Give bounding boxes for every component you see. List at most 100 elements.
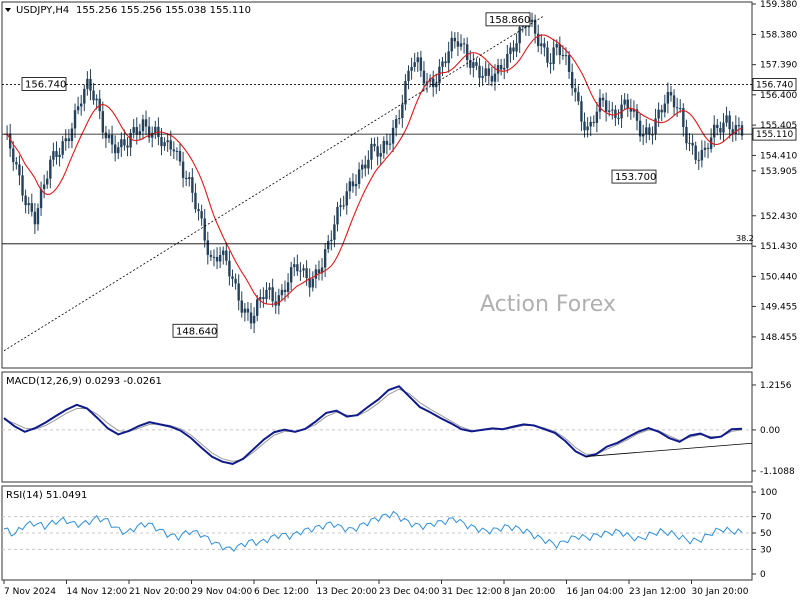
price-panel: USDJPY,H4 155.256 155.256 155.038 155.11…	[1, 0, 797, 369]
candle	[456, 32, 460, 57]
candle	[317, 260, 321, 281]
candle	[487, 63, 490, 86]
candle	[499, 58, 503, 76]
rsi-axis-tick: 100	[752, 488, 777, 498]
candle	[83, 84, 86, 112]
time-tick-label: 29 Nov 04:00	[192, 587, 253, 597]
price-tick-label: 149.455	[760, 302, 797, 312]
candle	[373, 137, 376, 152]
annotation-label: 158.860	[485, 12, 531, 27]
candle	[694, 141, 697, 165]
candle	[580, 95, 583, 132]
candle	[166, 133, 169, 152]
candle	[203, 208, 206, 248]
candle	[589, 116, 592, 136]
candle	[734, 115, 738, 141]
candle	[333, 215, 336, 248]
time-tick-label: 6 Dec 12:00	[254, 587, 309, 597]
candle	[64, 129, 67, 151]
price-axis-tick: 153.905	[752, 167, 797, 177]
candle	[61, 135, 64, 159]
candle	[360, 159, 364, 179]
candle	[462, 38, 466, 54]
dropdown-arrow-icon[interactable]	[5, 8, 11, 12]
time-tick-label: 8 Jan 20:00	[504, 587, 556, 597]
candle	[592, 115, 595, 127]
candle	[175, 147, 179, 161]
candle	[132, 119, 135, 139]
price-axis-tick: 155.405	[752, 121, 797, 131]
candle	[530, 12, 534, 28]
svg-text:158.860: 158.860	[489, 15, 530, 26]
price-axis-tick: 152.430	[752, 212, 797, 222]
svg-text:153.700: 153.700	[615, 172, 656, 183]
candle	[515, 33, 518, 58]
candle	[713, 115, 716, 147]
candle	[249, 302, 253, 330]
time-tick: 16 Jan 04:00	[566, 580, 624, 597]
candle	[49, 155, 52, 189]
candle	[570, 63, 574, 96]
candle	[79, 94, 83, 116]
candle	[39, 181, 43, 216]
rsi-tick-label: 30	[760, 545, 772, 555]
candle	[222, 246, 225, 265]
time-tick-label: 23 Jan 12:00	[629, 587, 686, 597]
time-tick-label: 21 Nov 20:00	[129, 587, 190, 597]
candle	[305, 260, 308, 286]
candle	[138, 123, 142, 141]
candle	[268, 282, 271, 300]
time-tick: 23 Dec 04:00	[378, 580, 440, 597]
candle	[225, 242, 228, 266]
annotation-label: 153.700	[611, 169, 657, 184]
price-tick-label: 148.455	[760, 333, 797, 343]
candle	[432, 70, 435, 97]
time-tick: 29 Nov 04:00	[191, 580, 253, 597]
candle	[410, 57, 413, 80]
candle	[595, 102, 599, 133]
time-tick-label: 31 Dec 12:00	[442, 587, 503, 597]
price-tick-label: 156.400	[760, 91, 797, 101]
rsi-tick-label: 50	[760, 529, 772, 539]
candle	[407, 65, 410, 90]
candle	[330, 230, 333, 251]
rsi-axis-tick: 0	[752, 570, 766, 580]
candle	[8, 123, 12, 157]
candle	[357, 162, 361, 189]
time-tick: 7 Nov 2024	[3, 580, 56, 597]
candle	[484, 61, 487, 83]
candle	[691, 134, 694, 155]
candle	[339, 198, 342, 217]
candle	[490, 66, 494, 87]
candle	[206, 231, 209, 265]
candle	[740, 121, 744, 141]
price-axis-tick: 150.440	[752, 272, 797, 282]
candle	[444, 52, 447, 68]
candle	[558, 36, 562, 65]
candle	[506, 45, 509, 74]
candle	[629, 98, 633, 120]
candle	[472, 53, 475, 78]
candle	[465, 37, 469, 68]
time-tick-label: 23 Dec 04:00	[379, 587, 440, 597]
rsi-tick-label: 70	[760, 513, 772, 523]
candle	[509, 42, 512, 63]
candle	[76, 96, 80, 115]
macd-trend-line	[586, 442, 753, 457]
time-tick: 21 Nov 20:00	[128, 580, 190, 597]
rsi-line	[3, 510, 743, 553]
candle	[24, 189, 27, 214]
candle	[342, 195, 345, 210]
price-level: 156.740	[2, 78, 797, 91]
candle	[147, 117, 151, 143]
candle	[52, 142, 55, 167]
price-tick-label: 154.410	[760, 151, 797, 161]
price-axis-tick: 151.430	[752, 242, 797, 252]
price-tick-label: 159.380	[760, 0, 797, 10]
price-tick-label: 157.390	[760, 61, 797, 71]
candle	[117, 141, 120, 160]
macd-header: MACD(12,26,9) 0.0293 -0.0261	[6, 376, 162, 387]
candle	[672, 89, 676, 116]
candle	[293, 257, 296, 277]
